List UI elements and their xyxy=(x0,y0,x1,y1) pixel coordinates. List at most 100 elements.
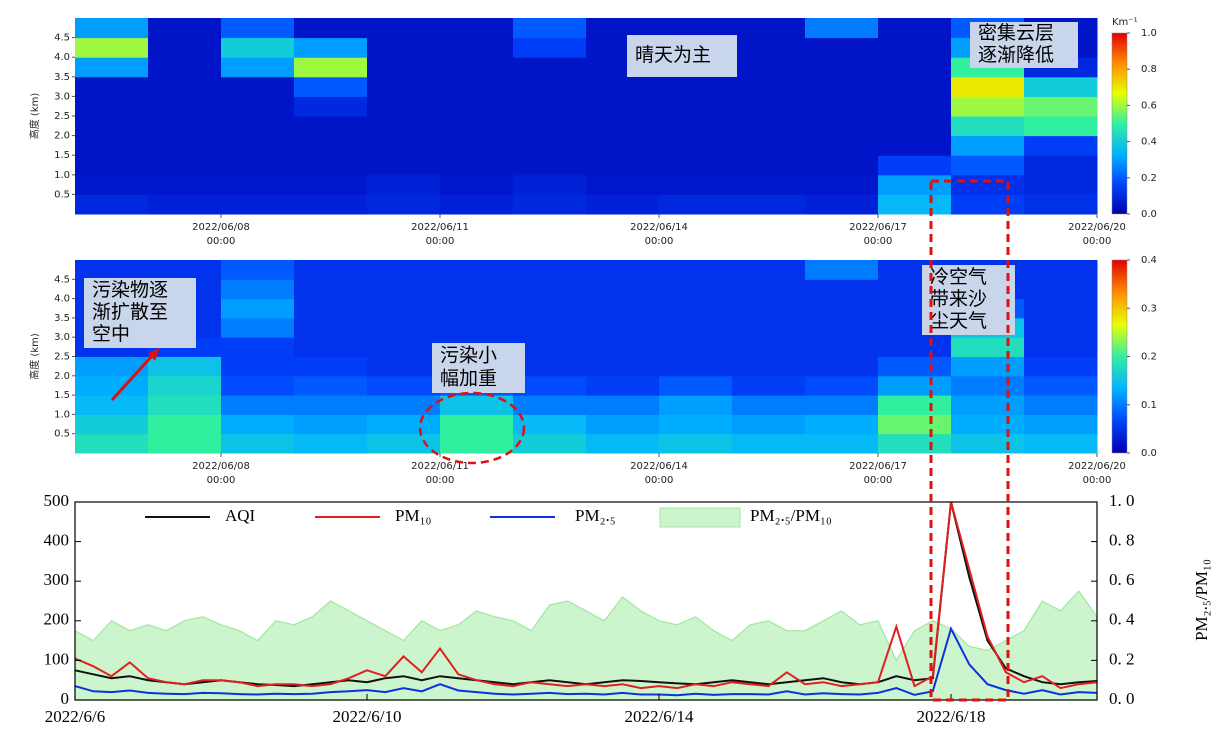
heat-cell xyxy=(148,375,222,396)
heat-cell xyxy=(294,135,368,156)
heat-cell xyxy=(805,298,879,319)
heat-cell xyxy=(951,116,1025,137)
heat-cell xyxy=(221,375,295,396)
x-tick-label: 2022/6/18 xyxy=(917,707,986,726)
heat-cell xyxy=(1024,337,1098,357)
colorbar xyxy=(1111,259,1128,454)
heat-cell xyxy=(732,194,806,215)
x-tick-label: 2022/06/11 xyxy=(411,461,469,472)
heat-cell xyxy=(586,155,660,176)
heat-cell xyxy=(513,96,587,117)
heat-cell xyxy=(659,414,733,435)
heat-cell xyxy=(367,414,441,435)
heat-cell xyxy=(805,57,879,78)
heat-cell xyxy=(294,260,368,280)
y-axis-label: 高度 (km) xyxy=(28,93,41,140)
heat-cell xyxy=(221,116,295,137)
heat-cell xyxy=(951,76,1025,97)
y-tick-label: 1.5 xyxy=(54,390,70,401)
y-tick-label: 1.0 xyxy=(54,170,70,181)
x-tick-label: 2022/6/10 xyxy=(333,707,402,726)
y-tick-label: 4.0 xyxy=(54,52,70,63)
heat-cell xyxy=(878,356,952,377)
heat-cell xyxy=(732,37,806,58)
heat-cell xyxy=(659,317,733,338)
heat-cell xyxy=(221,174,295,195)
heat-cell xyxy=(221,96,295,117)
heat-cell xyxy=(805,414,879,435)
heat-cell xyxy=(586,174,660,195)
heat-cell xyxy=(75,433,149,454)
x-tick-label: 00:00 xyxy=(1083,475,1112,486)
heat-cell xyxy=(367,317,441,338)
heat-cell xyxy=(513,337,587,357)
heat-cell xyxy=(732,76,806,97)
heat-cell xyxy=(659,260,733,280)
heat-cell xyxy=(732,395,806,415)
heat-cell xyxy=(586,298,660,319)
heat-cell xyxy=(148,356,222,377)
annotation-box xyxy=(970,22,1078,68)
heat-cell xyxy=(659,375,733,396)
heat-cell xyxy=(75,155,149,176)
heat-cell xyxy=(951,155,1025,176)
heat-cell xyxy=(75,135,149,156)
heat-cell xyxy=(75,414,149,435)
legend-label: PM₁₀ xyxy=(395,506,431,525)
heat-cell xyxy=(586,135,660,156)
x-tick-label: 2022/06/17 xyxy=(849,222,907,233)
heat-cell xyxy=(367,116,441,137)
heat-cell xyxy=(367,260,441,280)
annotation: 晴天为主 xyxy=(635,44,711,66)
heat-cell xyxy=(294,57,368,78)
heat-cell xyxy=(586,356,660,377)
heat-cell xyxy=(294,155,368,176)
heat-cell xyxy=(221,279,295,300)
heat-cell xyxy=(732,260,806,280)
heat-cell xyxy=(221,414,295,435)
heat-cell xyxy=(878,395,952,415)
x-tick-label: 2022/06/20 xyxy=(1068,461,1126,472)
heat-cell xyxy=(513,414,587,435)
arrow-head xyxy=(148,348,160,361)
heat-cell xyxy=(513,433,587,454)
heat-cell xyxy=(221,356,295,377)
heat-cell xyxy=(294,279,368,300)
colorbar-tick-label: 0.2 xyxy=(1141,352,1157,363)
y-tick-label: 4.0 xyxy=(54,294,70,305)
x-tick-label: 2022/06/14 xyxy=(630,461,688,472)
heat-cell xyxy=(513,37,587,58)
heat-cell xyxy=(805,260,879,280)
heat-cell xyxy=(513,375,587,396)
colorbar-tick-label: 0.3 xyxy=(1141,303,1157,314)
heat-cell xyxy=(75,356,149,377)
heat-cell xyxy=(805,37,879,58)
heat-cell xyxy=(1024,395,1098,415)
heat-cell xyxy=(440,96,514,117)
heat-cell xyxy=(805,395,879,415)
heat-cell xyxy=(513,260,587,280)
heat-cell xyxy=(294,174,368,195)
heat-cell xyxy=(148,155,222,176)
y2-axis-label: PM₂.₅/PM₁₀ xyxy=(1192,559,1211,641)
annotation: 密集云层 xyxy=(978,22,1054,44)
heat-cell xyxy=(1024,298,1098,319)
heat-cell xyxy=(221,194,295,215)
x-tick-label: 00:00 xyxy=(864,236,893,247)
heat-cell xyxy=(440,76,514,97)
heat-cell xyxy=(440,433,514,454)
heat-cell xyxy=(513,317,587,338)
heat-cell xyxy=(440,414,514,435)
heatmap xyxy=(75,18,1098,215)
heat-cell xyxy=(1024,174,1098,195)
x-tick-label: 00:00 xyxy=(426,475,455,486)
heat-cell xyxy=(878,337,952,357)
heat-cell xyxy=(805,18,879,39)
heat-cell xyxy=(732,18,806,39)
y-tick-label: 200 xyxy=(44,610,70,629)
heat-cell xyxy=(294,395,368,415)
heat-cell xyxy=(513,174,587,195)
heat-cell xyxy=(805,433,879,454)
heat-cell xyxy=(148,96,222,117)
y2-tick-label: 1. 0 xyxy=(1109,491,1135,510)
